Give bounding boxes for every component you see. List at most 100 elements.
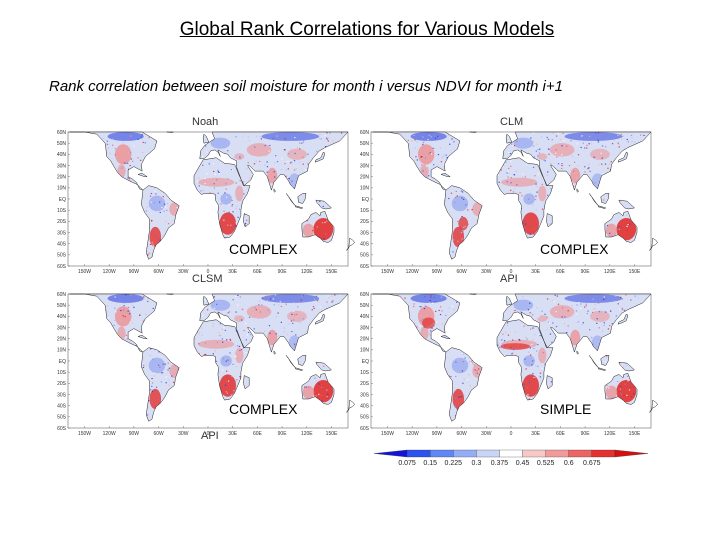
- pixel-cell: [530, 328, 532, 330]
- pixel-cell: [231, 376, 233, 378]
- pixel-cell: [213, 187, 215, 189]
- pixel-cell: [114, 148, 116, 150]
- lon-tick-label: 0: [510, 269, 513, 275]
- pixel-cell: [171, 367, 173, 369]
- coastline-indonesiaB: [295, 367, 304, 371]
- pixel-cell: [284, 138, 286, 140]
- pixel-cell: [541, 208, 544, 210]
- pixel-cell: [239, 156, 241, 158]
- pixel-cell: [293, 342, 296, 344]
- region-china: [287, 310, 307, 322]
- lat-tick-label: 50N: [360, 141, 370, 147]
- pixel-cell: [237, 345, 239, 347]
- pixel-cell: [114, 154, 116, 156]
- pixel-cell: [277, 335, 280, 337]
- pixel-cell: [467, 379, 469, 381]
- pixel-cell: [572, 149, 574, 151]
- lat-tick-label: 60N: [360, 292, 370, 298]
- pixel-cell: [272, 298, 274, 300]
- pixel-cell: [212, 322, 214, 324]
- region-eastAfrica: [235, 185, 244, 202]
- pixel-cell: [414, 147, 416, 149]
- coastline-southAmerica: [141, 347, 180, 422]
- pixel-cell: [538, 334, 540, 336]
- pixel-cell: [213, 183, 215, 185]
- pixel-cell: [106, 143, 108, 145]
- pixel-cell: [514, 331, 517, 333]
- pixel-cell: [217, 192, 219, 194]
- pixel-cell: [465, 204, 467, 206]
- pixel-cell: [621, 386, 623, 388]
- pixel-cell: [171, 375, 173, 377]
- pixel-cell: [148, 137, 150, 139]
- pixel-cell: [119, 334, 121, 336]
- lon-tick-label: 150W: [78, 431, 91, 437]
- pixel-cell: [155, 193, 157, 195]
- pixel-cell: [112, 144, 114, 146]
- region-china: [287, 148, 307, 160]
- pixel-cell: [208, 163, 210, 165]
- pixel-cell: [249, 334, 252, 336]
- coastline-southAmerica: [141, 185, 180, 260]
- pixel-cell: [141, 134, 143, 136]
- pixel-cell: [593, 308, 595, 310]
- pixel-cell: [530, 354, 532, 356]
- coastline-greatBritain: [202, 133, 210, 144]
- pixel-cell: [527, 234, 529, 236]
- pixel-cell: [150, 389, 152, 391]
- lat-tick-label: 50N: [57, 303, 67, 309]
- coastline-indonesiaB: [295, 205, 304, 209]
- pixel-cell: [416, 159, 418, 161]
- region-australiaE: [616, 217, 637, 241]
- pixel-cell: [123, 161, 125, 163]
- pixel-cell: [248, 331, 250, 333]
- pixel-cell: [419, 325, 421, 327]
- pixel-cell: [172, 377, 174, 379]
- pixel-cell: [242, 181, 244, 183]
- pixel-cell: [301, 142, 303, 144]
- coastline-japan: [314, 151, 326, 163]
- pixel-cell: [441, 323, 443, 325]
- pixel-cell: [231, 199, 233, 201]
- pixel-cell: [571, 305, 573, 307]
- pixel-cell: [433, 323, 435, 325]
- pixel-cell: [421, 164, 423, 166]
- pixel-cell: [625, 294, 627, 296]
- pixel-cell: [454, 405, 456, 407]
- region-australiaE: [313, 379, 334, 403]
- pixel-cell: [534, 334, 536, 336]
- pixel-cell: [501, 339, 503, 341]
- pixel-cell: [563, 140, 565, 142]
- pixel-cell: [550, 163, 552, 165]
- pixel-cell: [287, 333, 289, 335]
- pixel-cell: [251, 173, 254, 175]
- coastline-indonesiaA: [588, 193, 599, 206]
- pixel-cell: [216, 303, 218, 305]
- pixel-cell: [131, 322, 133, 324]
- pixel-cell: [234, 380, 237, 382]
- pixel-cell: [429, 165, 431, 167]
- pixel-cell: [285, 303, 287, 305]
- pixel-cell: [302, 163, 304, 165]
- lon-tick-label: 30W: [178, 269, 189, 275]
- pixel-cell: [510, 346, 512, 348]
- pixel-cell: [524, 176, 526, 178]
- pixel-cell: [603, 199, 605, 201]
- pixel-cell: [511, 143, 513, 145]
- lon-tick-label: 30E: [228, 269, 238, 275]
- pixel-cell: [268, 150, 270, 152]
- pixel-cell: [425, 165, 428, 167]
- pixel-cell: [463, 198, 465, 200]
- pixel-cell: [584, 171, 586, 173]
- pixel-cell: [626, 139, 628, 141]
- pixel-cell: [506, 172, 508, 174]
- pixel-cell: [570, 140, 572, 142]
- pixel-cell: [201, 334, 203, 336]
- pixel-cell: [573, 171, 575, 173]
- pixel-cell: [306, 220, 308, 222]
- pixel-cell: [116, 156, 118, 158]
- pixel-cell: [151, 378, 153, 380]
- pixel-cell: [422, 170, 424, 172]
- lat-tick-label: 40N: [360, 152, 370, 158]
- pixel-cell: [103, 137, 105, 139]
